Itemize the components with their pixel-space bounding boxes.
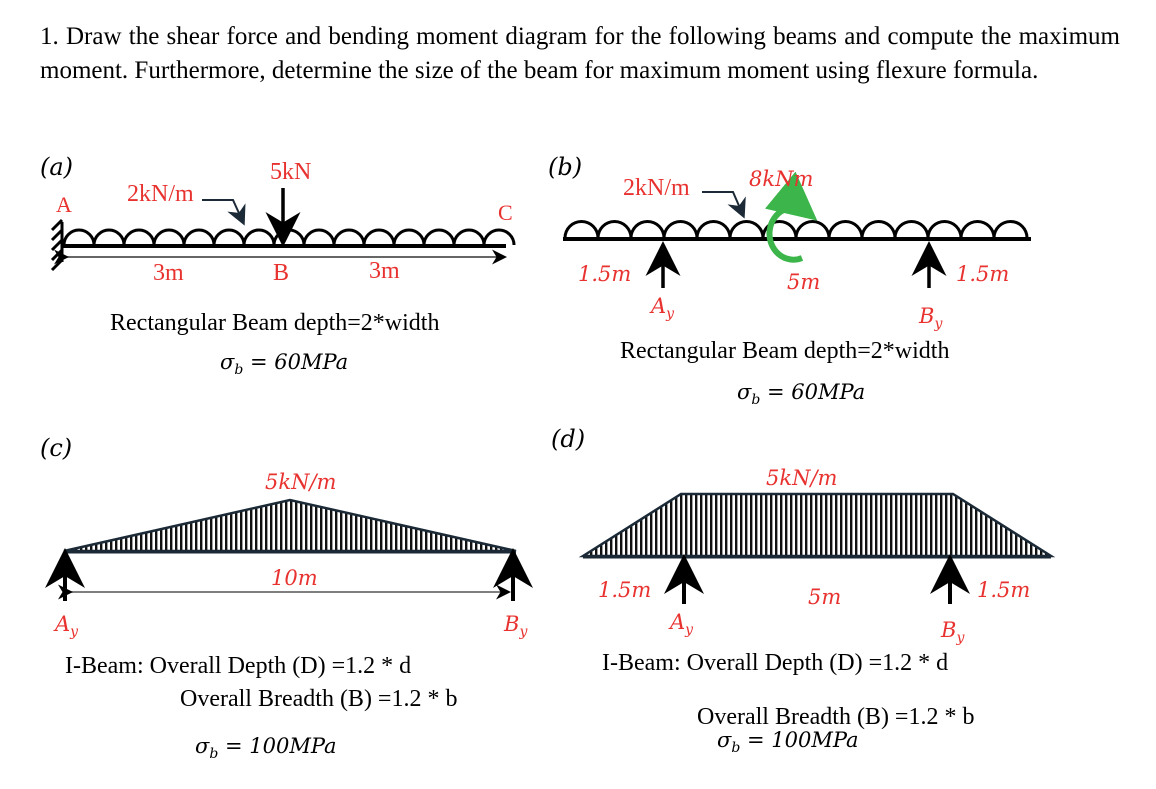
diagram-b <box>563 171 1031 288</box>
reaction-Ay-b: Ay <box>651 294 675 323</box>
reaction-Ay-d: Ay <box>670 610 694 639</box>
question-text: 1. Draw the shear force and bending mome… <box>40 23 1120 84</box>
span-c: 10m <box>271 566 318 590</box>
diagram-a <box>50 188 516 272</box>
right-overhang-d: 1.5m <box>977 578 1031 602</box>
label-a: (a) <box>40 153 74 181</box>
diagram-c <box>45 498 533 601</box>
peak-load-d: 5kN/m <box>766 466 838 490</box>
udl-label-a: 2kN/m <box>127 181 194 207</box>
span2-a: 3m <box>369 258 400 284</box>
right-overhang-b: 1.5m <box>956 262 1010 286</box>
moment-label-b: 8kNm <box>749 167 814 191</box>
mid-span-b: 5m <box>787 270 821 294</box>
left-overhang-d: 1.5m <box>598 578 652 602</box>
udl-humps-b <box>563 220 1029 239</box>
reaction-Ay-c: Ay <box>55 612 79 641</box>
mid-span-d: 5m <box>808 585 842 609</box>
left-overhang-b: 1.5m <box>578 262 632 286</box>
label-b: (b) <box>548 153 583 181</box>
beam-note-d-1: I-Beam: Overall Depth (D) =1.2 * d <box>602 650 949 676</box>
moment-arrow-icon <box>764 171 818 263</box>
beam-note-d-2: Overall Breadth (B) =1.2 * b <box>697 704 975 730</box>
stress-a: σb = 60MPa <box>220 350 349 379</box>
point-A: A <box>56 192 72 217</box>
label-d: (d) <box>551 425 586 453</box>
diagram-d <box>578 492 1056 604</box>
point-load-a: 5kN <box>270 159 312 185</box>
reaction-By-c: By <box>504 612 528 641</box>
beam-note-c-1: I-Beam: Overall Depth (D) =1.2 * d <box>65 653 412 679</box>
point-C: C <box>498 200 513 225</box>
stress-c: σb = 100MPa <box>195 734 337 763</box>
peak-load-c: 5kN/m <box>265 470 337 494</box>
udl-humps-a <box>62 228 516 246</box>
reaction-By-d: By <box>941 618 965 647</box>
beam-note-a: Rectangular Beam depth=2*width <box>110 310 440 336</box>
beam-note-b: Rectangular Beam depth=2*width <box>620 338 950 364</box>
label-c: (c) <box>40 434 73 462</box>
udl-label-b: 2kN/m <box>623 175 690 201</box>
reaction-By-b: By <box>919 304 943 333</box>
fixed-support-icon <box>50 218 64 272</box>
stress-b: σb = 60MPa <box>737 380 866 409</box>
span1-a: 3m <box>153 260 184 286</box>
stress-d: σb = 100MPa <box>717 728 859 757</box>
beam-note-c-2: Overall Breadth (B) =1.2 * b <box>180 686 458 712</box>
point-B: B <box>273 260 290 286</box>
